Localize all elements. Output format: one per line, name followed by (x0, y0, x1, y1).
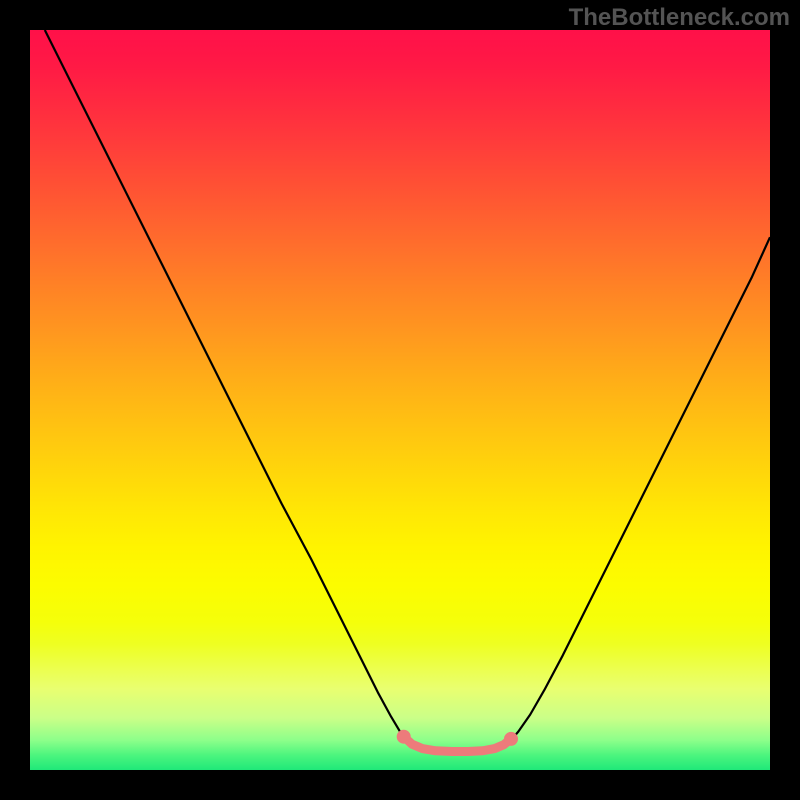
outer-frame: TheBottleneck.com (0, 0, 800, 800)
accent-endpoint-marker (397, 730, 411, 744)
plot-area (30, 30, 770, 770)
accent-endpoint-marker (504, 732, 518, 746)
gradient-background (30, 30, 770, 770)
chart-svg (30, 30, 770, 770)
watermark-text: TheBottleneck.com (569, 4, 790, 32)
